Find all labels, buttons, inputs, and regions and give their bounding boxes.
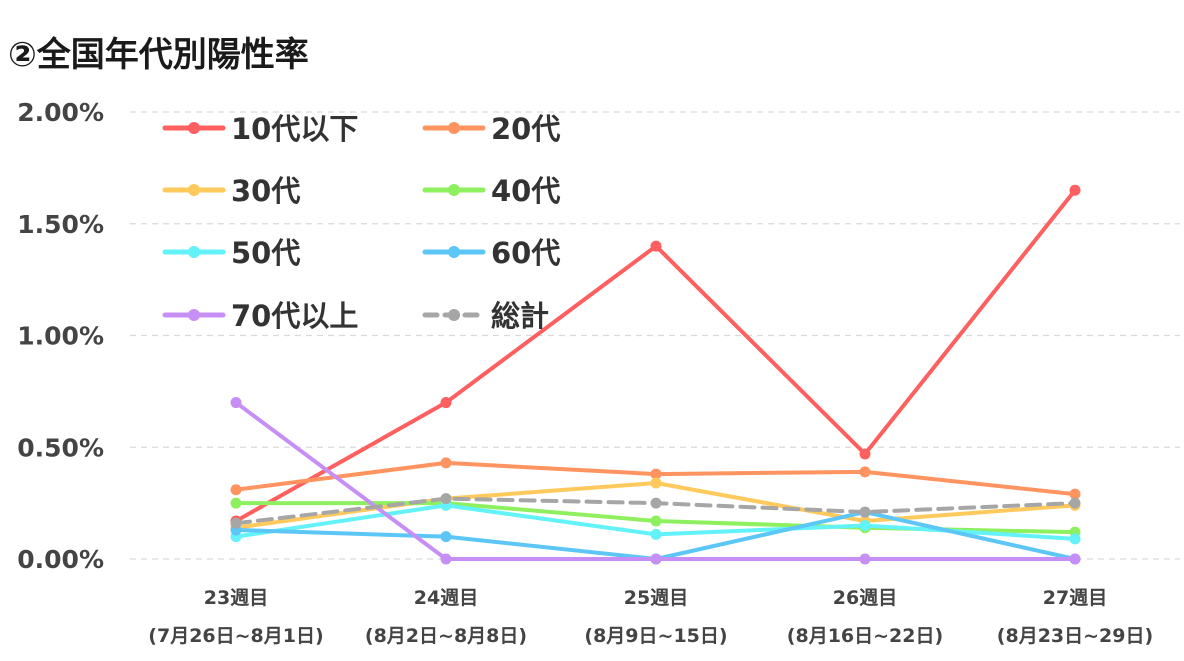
legend-item: 40代	[422, 174, 560, 208]
legend-label: 50代	[231, 236, 300, 270]
legend: 10代以下 20代 30代 40代 50代 60代 70代以上 総計	[162, 112, 560, 333]
data-point	[440, 531, 452, 543]
legend-item: 20代	[422, 112, 560, 146]
legend-item: 総計	[422, 299, 549, 333]
data-point	[650, 468, 662, 480]
x-tick-label-week: 26週目	[833, 587, 897, 609]
data-point	[650, 528, 662, 540]
data-point	[1069, 488, 1081, 500]
x-tick-label-dates: (8月16日~22日)	[787, 625, 943, 647]
data-point	[230, 397, 242, 409]
legend-label: 20代	[491, 112, 560, 146]
legend-label: 70代以上	[231, 299, 358, 333]
data-point	[859, 466, 871, 478]
legend-item: 60代	[422, 236, 560, 270]
x-tick-label-week: 25週目	[624, 587, 688, 609]
data-point	[1069, 553, 1081, 565]
legend-item: 10代以下	[162, 112, 358, 146]
chart-title: ②全国年代別陽性率	[8, 35, 309, 75]
x-tick-label-dates: (8月23日~29日)	[997, 625, 1153, 647]
data-point	[859, 519, 871, 531]
series-8	[230, 493, 1081, 529]
legend-label: 総計	[491, 299, 549, 333]
legend-swatch-marker	[188, 246, 200, 258]
x-tick-label-week: 23週目	[204, 587, 268, 609]
legend-label: 10代以下	[231, 112, 358, 146]
y-tick-label: 2.00%	[17, 98, 104, 127]
series-1	[230, 184, 1081, 527]
legend-item: 30代	[162, 174, 300, 208]
data-point	[650, 515, 662, 527]
data-point	[230, 517, 242, 529]
x-tick-label-week: 27週目	[1043, 587, 1107, 609]
data-point	[1069, 184, 1081, 196]
series-lines	[230, 184, 1081, 565]
data-point	[650, 553, 662, 565]
data-point	[859, 553, 871, 565]
legend-swatch-marker	[448, 184, 460, 196]
data-point	[440, 457, 452, 469]
data-point	[440, 397, 452, 409]
legend-swatch-marker	[448, 246, 460, 258]
y-tick-label: 0.00%	[17, 545, 104, 574]
legend-item: 70代以上	[162, 299, 358, 333]
y-tick-label: 1.00%	[17, 322, 104, 351]
legend-label: 40代	[491, 174, 560, 208]
x-tick-label-dates: (8月9日~15日)	[584, 625, 727, 647]
legend-label: 30代	[231, 174, 300, 208]
x-tick-label-dates: (8月2日~8月8日)	[365, 625, 527, 647]
series-2	[230, 457, 1081, 500]
legend-swatch-marker	[188, 309, 200, 321]
data-point	[440, 493, 452, 505]
y-axis-ticks: 0.00% 0.50% 1.00% 1.50% 2.00%	[17, 98, 104, 574]
data-point	[859, 448, 871, 460]
y-tick-label: 1.50%	[17, 210, 104, 239]
legend-item: 50代	[162, 236, 300, 270]
legend-swatch-marker	[448, 122, 460, 134]
data-point	[859, 506, 871, 518]
data-point	[650, 497, 662, 509]
data-point	[1069, 497, 1081, 509]
legend-label: 60代	[491, 236, 560, 270]
legend-swatch-marker	[448, 309, 460, 321]
legend-swatch-marker	[188, 122, 200, 134]
y-tick-label: 0.50%	[17, 433, 104, 462]
data-point	[230, 484, 242, 496]
data-point	[230, 497, 242, 509]
x-tick-label-dates: (7月26日~8月1日)	[148, 625, 323, 647]
data-point	[440, 553, 452, 565]
x-axis-ticks: 23週目 (7月26日~8月1日) 24週目 (8月2日~8月8日) 25週目 (8月9日…	[148, 587, 1153, 647]
data-point	[1069, 533, 1081, 545]
data-point	[650, 477, 662, 489]
data-point	[650, 240, 662, 252]
x-tick-label-week: 24週目	[414, 587, 478, 609]
legend-swatch-marker	[188, 184, 200, 196]
